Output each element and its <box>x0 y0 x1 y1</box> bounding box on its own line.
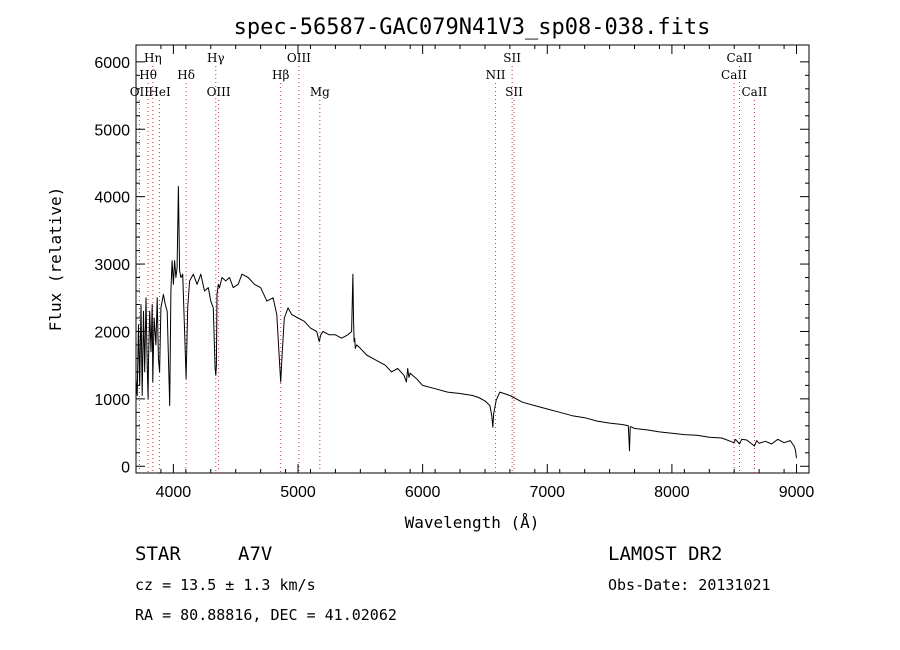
x-tick-label: 4000 <box>156 484 192 501</box>
chart-title: spec-56587-GAC079N41V3_sp08-038.fits <box>234 15 711 40</box>
line-marker-label: OII <box>130 85 150 99</box>
survey-name: LAMOST DR2 <box>608 543 722 565</box>
line-marker-label: OIII <box>207 85 231 99</box>
line-marker-label: Hγ <box>207 51 225 65</box>
y-tick-label: 2000 <box>94 324 130 341</box>
line-marker-label: CaII <box>721 68 747 82</box>
y-tick-label: 3000 <box>94 257 130 274</box>
x-tick-label: 5000 <box>280 484 316 501</box>
coordinates: RA = 80.88816, DEC = 41.02062 <box>135 606 397 624</box>
axis-ticks: 4000 5000 6000 7000 8000 9000 0 1000 2000 3000 400… <box>94 45 814 501</box>
line-marker-label: Hθ <box>139 68 157 82</box>
y-axis-label: Flux (relative) <box>46 187 65 332</box>
y-tick-label: 1000 <box>94 392 130 409</box>
x-axis-label: Wavelength (Å) <box>405 513 540 532</box>
line-marker-label: Mg <box>310 85 330 99</box>
line-marker-label: Hη <box>144 51 162 65</box>
line-marker-label: CaII <box>741 85 767 99</box>
line-marker-label: Hδ <box>177 68 195 82</box>
x-tick-label: 6000 <box>405 484 441 501</box>
y-tick-label: 6000 <box>94 55 130 72</box>
object-class: STAR <box>135 543 181 565</box>
y-tick-label: 4000 <box>94 190 130 207</box>
line-marker-label: SII <box>503 51 521 65</box>
line-marker-label: CaII <box>727 51 753 65</box>
plot-frame <box>135 44 810 474</box>
y-tick-label: 5000 <box>94 122 130 139</box>
line-marker-label: NII <box>486 68 506 82</box>
x-tick-label: 7000 <box>529 484 565 501</box>
spectral-subclass: A7V <box>238 543 272 565</box>
emission-line-markers: Hη Hθ OII HeI Hδ Hγ OIII Hβ OIII Mg NII SII SII CaII C… <box>130 51 768 473</box>
line-marker-label: OIII <box>287 51 311 65</box>
x-tick-label: 8000 <box>654 484 690 501</box>
line-marker-label: HeI <box>148 85 171 99</box>
x-tick-label: 9000 <box>779 484 815 501</box>
obs-date: Obs-Date: 20131021 <box>608 576 771 594</box>
line-marker-label: Hβ <box>272 68 289 82</box>
redshift-readout: cz = 13.5 ± 1.3 km/s <box>135 576 316 594</box>
line-marker-label: SII <box>505 85 523 99</box>
spectrum-line <box>135 186 797 459</box>
y-tick-label: 0 <box>121 459 130 476</box>
